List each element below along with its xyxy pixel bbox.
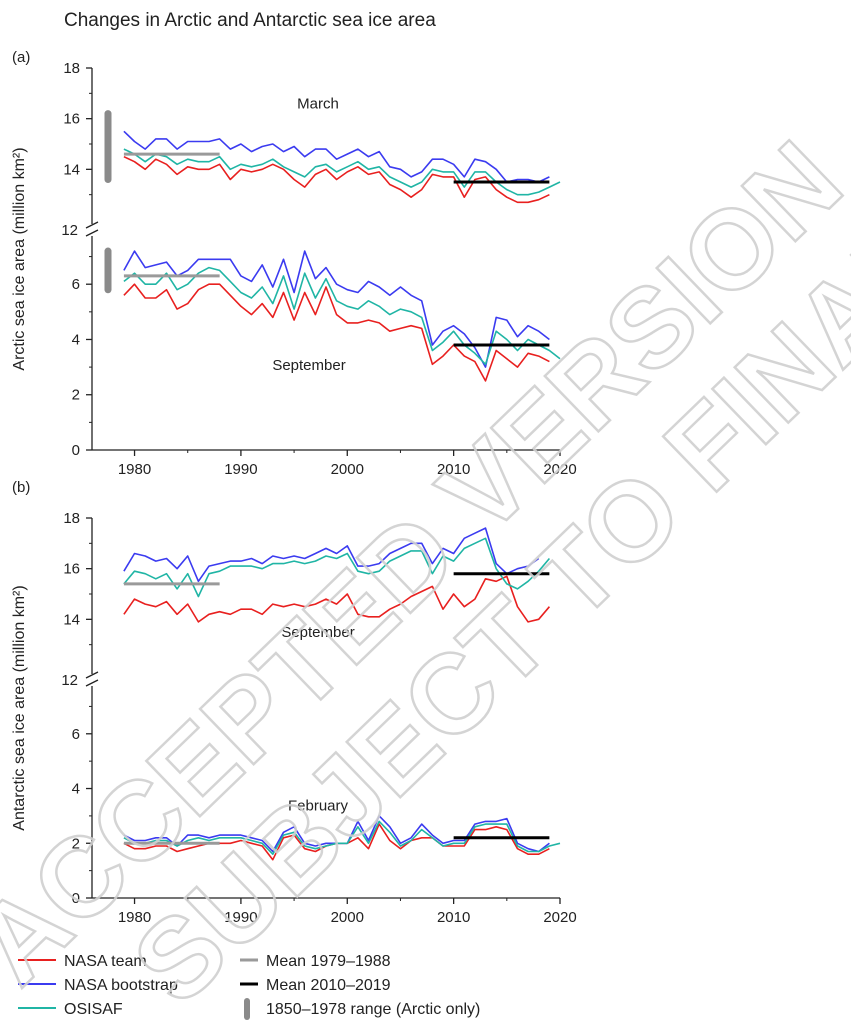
series-line-upper-nasa-team — [123, 575, 551, 623]
y-tick-label: 14 — [63, 611, 80, 628]
series-line-upper-nasa-bootstrap — [123, 130, 550, 183]
y-tick-label-break: 12 — [61, 222, 78, 239]
legend-label-nasa-team: NASA team — [64, 953, 147, 970]
y-axis-label: Arctic sea ice area (million km²) — [11, 147, 28, 370]
x-tick-label: 1980 — [118, 461, 151, 478]
axis-break-mark — [85, 221, 99, 237]
x-tick-label: 1990 — [224, 461, 257, 478]
y-tick-label: 14 — [63, 161, 80, 178]
x-tick-label: 2010 — [437, 461, 470, 478]
y-tick-label: 4 — [72, 781, 80, 798]
x-tick-label: 1980 — [118, 909, 151, 926]
y-tick-label: 2 — [72, 835, 80, 852]
annotation-lower-month: February — [288, 797, 349, 814]
y-tick-label: 18 — [63, 60, 80, 77]
x-tick-label: 2020 — [543, 909, 576, 926]
series-line-lower-nasa-bootstrap — [123, 250, 550, 368]
y-tick-label: 2 — [72, 387, 80, 404]
panel-label: (a) — [12, 49, 30, 66]
y-tick-label: 0 — [72, 442, 80, 459]
x-tick-label: 2000 — [331, 461, 364, 478]
series-line-lower-osisaf — [123, 266, 561, 366]
series-line-upper-osisaf — [123, 537, 551, 598]
figure-title: Changes in Arctic and Antarctic sea ice … — [64, 10, 436, 31]
y-tick-label-break: 12 — [61, 672, 78, 689]
legend: NASA team NASA bootstrap OSISAF Mean 197… — [18, 953, 480, 1020]
x-tick-label: 2000 — [331, 909, 364, 926]
axis-break-mark — [85, 671, 99, 687]
legend-label-osisaf: OSISAF — [64, 1001, 123, 1018]
series-line-lower-osisaf — [123, 820, 561, 856]
watermark-line-1: ACCEPTED VERSION — [0, 118, 851, 1008]
legend-label-mean-early: Mean 1979–1988 — [266, 953, 391, 970]
series-line-upper-nasa-bootstrap — [123, 527, 540, 583]
panel-antarctic: (b) Antarctic sea ice area (million km²) 1… — [11, 479, 577, 926]
series-line-lower-nasa-team — [123, 283, 550, 382]
panel-label: (b) — [12, 479, 30, 496]
x-tick-label: 2010 — [437, 909, 470, 926]
y-tick-label: 4 — [72, 331, 80, 348]
legend-label-mean-late: Mean 2010–2019 — [266, 977, 391, 994]
y-tick-label: 6 — [72, 726, 80, 743]
annotation-upper-month: March — [297, 96, 339, 113]
x-tick-label: 2020 — [543, 461, 576, 478]
x-tick-label: 1990 — [224, 909, 257, 926]
y-tick-label: 0 — [72, 890, 80, 907]
annotation-upper-month: September — [281, 624, 354, 641]
y-tick-label: 16 — [63, 561, 80, 578]
annotation-lower-month: September — [272, 357, 345, 374]
series-line-upper-osisaf — [123, 148, 561, 196]
legend-label-range: 1850–1978 range (Arctic only) — [266, 1001, 480, 1018]
y-tick-label: 18 — [63, 510, 80, 527]
series-line-upper-nasa-team — [123, 155, 550, 204]
panel-arctic: (a) Arctic sea ice area (million km²) 1980… — [11, 49, 577, 478]
y-tick-label: 16 — [63, 111, 80, 128]
legend-swatch-range — [244, 998, 250, 1020]
legend-label-nasa-bootstrap: NASA bootstrap — [64, 977, 178, 994]
y-axis-label: Antarctic sea ice area (million km²) — [11, 585, 28, 830]
y-tick-label: 6 — [72, 276, 80, 293]
